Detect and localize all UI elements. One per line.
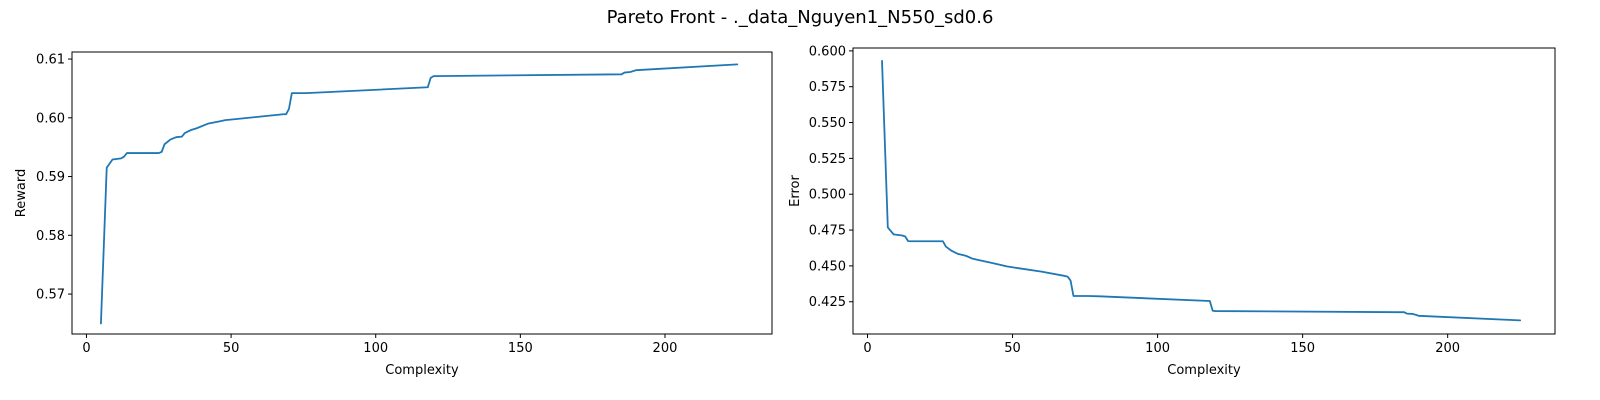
- reward-y-tick-label: 0.58: [36, 229, 65, 244]
- reward-y-tick-label: 0.57: [36, 288, 65, 303]
- error-series-line: [881, 60, 1522, 322]
- reward-x-tick-label: 100: [363, 341, 388, 356]
- error-x-tick-label: 150: [1290, 341, 1315, 356]
- error-y-tick-label: 0.575: [809, 80, 846, 95]
- error-y-tick-label: 0.600: [809, 44, 846, 59]
- reward-x-tick-label: 150: [508, 341, 533, 356]
- figure-suptitle: Pareto Front - ._data_Nguyen1_N550_sd0.6: [607, 7, 994, 28]
- error-x-tick-label: 0: [863, 341, 871, 356]
- reward-x-tick-label: 0: [82, 341, 90, 356]
- reward-y-tick-label: 0.60: [36, 111, 65, 126]
- error-x-tick-label: 50: [1004, 341, 1021, 356]
- error-y-tick-label: 0.525: [809, 152, 846, 167]
- error-x-axis-label: Complexity: [1167, 363, 1241, 378]
- error-y-tick-label: 0.425: [809, 295, 846, 310]
- error-y-tick-label: 0.550: [809, 116, 846, 131]
- error-y-tick-label: 0.475: [809, 224, 846, 239]
- error-x-tick-label: 200: [1435, 341, 1460, 356]
- error-axes-frame: [852, 47, 1556, 335]
- error-y-axis-label: Error: [788, 175, 803, 207]
- error-y-tick-label: 0.450: [809, 259, 846, 274]
- reward-y-tick-label: 0.61: [36, 53, 65, 68]
- reward-y-tick-label: 0.59: [36, 170, 65, 185]
- reward-x-tick-label: 50: [223, 341, 240, 356]
- reward-y-axis-label: Reward: [14, 169, 29, 217]
- error-y-tick-label: 0.500: [809, 188, 846, 203]
- error-x-tick-label: 100: [1145, 341, 1170, 356]
- reward-series-line: [100, 63, 739, 325]
- reward-x-axis-label: Complexity: [385, 363, 459, 378]
- reward-chart-panel: 0 50 100 150 200 0.57 0.58 0.59 0.60 0.61 Complexi…: [14, 51, 773, 378]
- reward-x-tick-label: 200: [653, 341, 678, 356]
- error-chart-panel: 0 50 100 150 200 0.425 0.450 0.475 0.500 0.525 0.5…: [788, 44, 1556, 378]
- reward-axes-frame: [71, 51, 773, 335]
